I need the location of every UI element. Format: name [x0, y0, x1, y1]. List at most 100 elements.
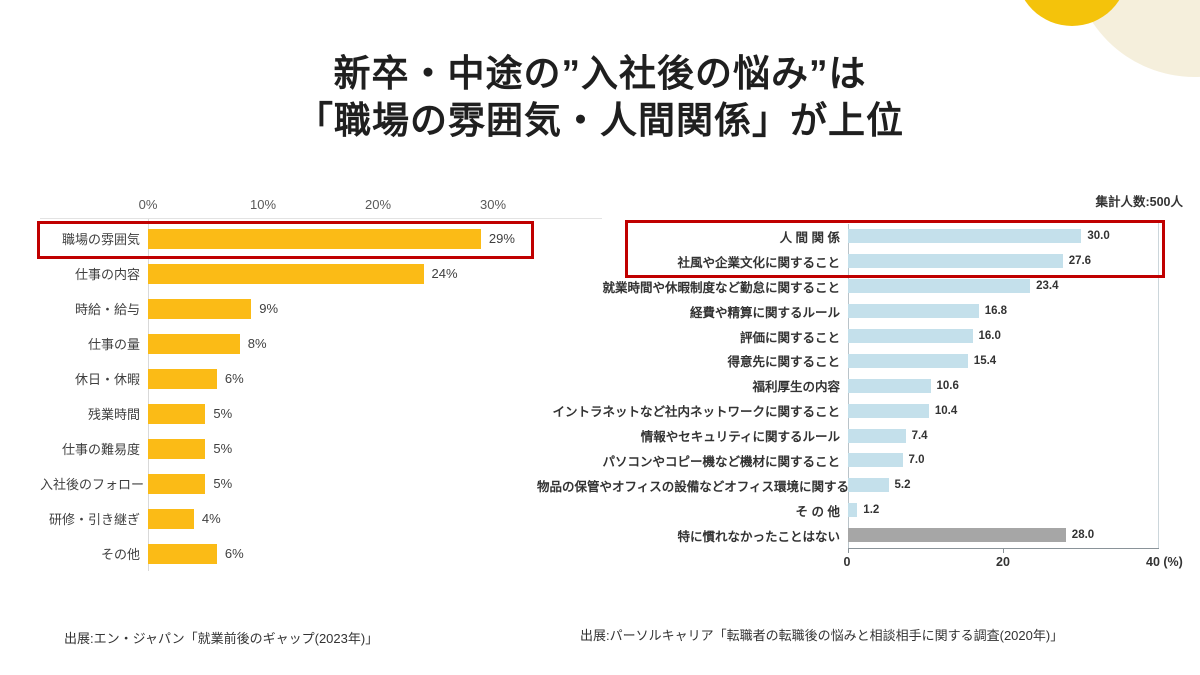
value-label: 10.6 — [936, 379, 959, 392]
bar-area: 4% — [148, 508, 221, 529]
bar — [848, 378, 931, 393]
category-label: 情報やセキュリティに関するルール — [640, 430, 840, 445]
right-axis-tick-0: 0 — [843, 555, 851, 569]
bar — [148, 543, 217, 564]
category-label: 経費や精算に関するルール — [689, 305, 840, 320]
category-label: 研修・引き継ぎ — [48, 512, 140, 527]
chart-row: 物品の保管やオフィスの設備などオフィス環境に関すること 5.2 — [537, 473, 1197, 498]
bar-area: 1.2 — [848, 503, 880, 518]
bar-area: 30.0 — [848, 229, 1110, 244]
value-label: 16.8 — [984, 305, 1008, 318]
bar — [848, 528, 1066, 543]
bar-area: 10.6 — [848, 378, 959, 393]
chart-row: 休日・休暇 6% — [40, 361, 620, 396]
value-label: 5% — [213, 476, 233, 491]
chart-row: 仕事の量 8% — [40, 326, 620, 361]
bar — [848, 428, 906, 443]
value-label: 1.2 — [863, 504, 880, 517]
bar — [148, 368, 217, 389]
chart-row: 福利厚生の内容 10.6 — [537, 373, 1197, 398]
value-label: 7.4 — [911, 429, 928, 442]
bar — [848, 353, 968, 368]
category-label: 評価に関すること — [739, 330, 840, 345]
right-axis-tick-20: 20 — [996, 555, 1010, 569]
chart-row: 研修・引き継ぎ 4% — [40, 501, 620, 536]
bar — [848, 453, 903, 468]
bar — [148, 508, 194, 529]
left-axis-tick-0: 0% — [138, 197, 158, 212]
left-chart-source: 出展:エン・ジャパン「就業前後のギャップ(2023年)」 — [64, 631, 379, 646]
bar — [148, 228, 481, 249]
value-label: 15.4 — [973, 354, 997, 367]
chart-row: 職場の雰囲気 29% — [40, 221, 620, 256]
bar-area: 6% — [148, 543, 244, 564]
chart-row: 仕事の内容 24% — [40, 256, 620, 291]
right-chart-x-axis-line — [848, 548, 1159, 549]
bar-area: 7.0 — [848, 453, 925, 468]
chart-row: パソコンやコピー機など機材に関すること 7.0 — [537, 448, 1197, 473]
left-chart-top-gridline — [40, 218, 602, 219]
right-chart-source: 出展:パーソルキャリア「転職者の転職後の悩みと相談相手に関する調査(2020年)… — [580, 628, 1064, 643]
chart-row: 残業時間 5% — [40, 396, 620, 431]
category-label: その他 — [100, 547, 140, 562]
right-axis-tickmark-20 — [1003, 549, 1004, 553]
category-label: 仕事の量 — [87, 337, 140, 352]
bar-area: 8% — [148, 333, 267, 354]
category-label: 時給・給与 — [74, 302, 140, 317]
bar — [848, 279, 1031, 294]
value-label: 7.0 — [908, 454, 925, 467]
value-label: 28.0 — [1071, 529, 1095, 542]
left-axis-tick-30: 30% — [479, 197, 507, 212]
value-label: 10.4 — [934, 404, 958, 417]
value-label: 30.0 — [1087, 230, 1110, 243]
bar — [848, 503, 858, 518]
bar — [148, 333, 240, 354]
category-label: 人 間 関 係 — [779, 230, 840, 245]
bar — [848, 304, 979, 319]
left-axis-tick-10: 10% — [249, 197, 277, 212]
title-line-1: 新卒・中途の”入社後の悩み”は — [333, 53, 867, 94]
category-label: 特に慣れなかったことはない — [677, 529, 840, 544]
chart-row: 仕事の難易度 5% — [40, 431, 620, 466]
chart-row: 時給・給与 9% — [40, 291, 620, 326]
chart-row: 人 間 関 係 30.0 — [537, 224, 1197, 249]
bar — [148, 438, 206, 459]
chart-row: 経費や精算に関するルール 16.8 — [537, 299, 1197, 324]
bar-area: 6% — [148, 368, 244, 389]
value-label: 5% — [213, 441, 233, 456]
value-label: 23.4 — [1036, 280, 1059, 293]
chart-row: 情報やセキュリティに関するルール 7.4 — [537, 423, 1197, 448]
bar-area: 27.6 — [848, 254, 1091, 269]
title-line-2: 「職場の雰囲気・人間関係」が上位 — [296, 100, 904, 141]
value-label: 16.0 — [978, 330, 1001, 342]
bar-area: 16.8 — [848, 304, 1008, 319]
category-label: イントラネットなど社内ネットワークに関すること — [552, 405, 840, 420]
category-label: 仕事の難易度 — [61, 442, 140, 457]
value-label: 6% — [224, 546, 244, 561]
value-label: 9% — [259, 301, 279, 316]
left-axis-tick-20: 20% — [364, 197, 392, 212]
chart-row: 入社後のフォロー 5% — [40, 466, 620, 501]
bar-area: 15.4 — [848, 353, 997, 368]
bar-area: 28.0 — [848, 528, 1095, 543]
bar-area: 23.4 — [848, 279, 1059, 294]
right-axis-tickmark-0 — [848, 549, 849, 553]
category-label: 就業時間や休暇制度など勤怠に関すること — [602, 280, 840, 295]
right-chart-sample-size: 集計人数:500人 — [1095, 195, 1183, 209]
bar — [148, 298, 252, 319]
bar — [148, 473, 206, 494]
bar — [848, 229, 1082, 244]
value-label: 4% — [201, 511, 221, 526]
left-chart-highlight-box — [37, 221, 534, 259]
category-label: 社風や企業文化に関すること — [677, 255, 840, 270]
chart-row: イントラネットなど社内ネットワークに関すること 10.4 — [537, 398, 1197, 423]
chart-row: その他 6% — [40, 536, 620, 571]
category-label: パソコンやコピー機など機材に関すること — [602, 454, 840, 469]
bar-area: 16.0 — [848, 329, 1001, 343]
category-label: 得意先に関すること — [727, 355, 840, 370]
chart-row: 社風や企業文化に関すること 27.6 — [537, 249, 1197, 274]
right-bar-chart: 人 間 関 係 30.0 社風や企業文化に関すること 27.6 就業時間や休暇制度など勤… — [537, 224, 1197, 548]
bar-area: 5.2 — [848, 478, 911, 493]
chart-row: 評価に関すること 16.0 — [537, 324, 1197, 349]
